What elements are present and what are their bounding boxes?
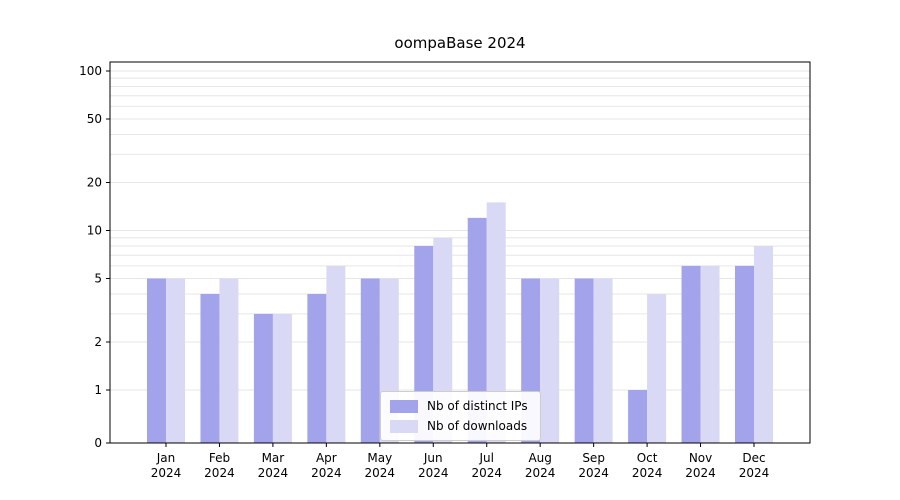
bar-series0-month4 — [360, 278, 380, 443]
legend-entry-downloads: Nb of downloads — [390, 419, 528, 433]
bar-series0-month6 — [467, 217, 487, 443]
x-tick-label-month: Mar — [262, 451, 285, 465]
x-tick-label-year: 2024 — [365, 466, 396, 480]
legend-entry-distinct-ips: Nb of distinct IPs — [390, 399, 528, 413]
bar-series1-month3 — [326, 265, 346, 443]
legend-label-distinct-ips: Nb of distinct IPs — [427, 399, 528, 413]
bar-series0-month3 — [307, 293, 327, 443]
bar-series0-month0 — [147, 278, 166, 443]
bar-series1-month6 — [486, 202, 506, 443]
x-tick-label-month: Jan — [156, 451, 176, 465]
bar-series0-month11 — [735, 265, 754, 443]
x-tick-label-month: May — [367, 451, 392, 465]
x-tick-label-year: 2024 — [471, 466, 502, 480]
y-tick-label: 2 — [94, 335, 102, 349]
legend-swatch-downloads — [390, 419, 418, 433]
x-tick-label-year: 2024 — [311, 466, 342, 480]
x-tick-label-year: 2024 — [258, 466, 289, 480]
x-tick-label-month: Nov — [689, 451, 712, 465]
bar-series1-month10 — [700, 265, 720, 443]
plot-frame — [109, 61, 811, 444]
x-tick-label-year: 2024 — [578, 466, 609, 480]
x-tick-label-month: Apr — [316, 451, 337, 465]
y-tick-label: 20 — [87, 175, 102, 189]
y-tick-label: 10 — [87, 224, 102, 238]
bar-series0-month8 — [574, 278, 594, 443]
x-tick-label-year: 2024 — [418, 466, 449, 480]
bar-series1-month0 — [166, 278, 185, 443]
y-tick-label: 1 — [94, 383, 102, 397]
y-tick-label: 0 — [94, 436, 102, 450]
bar-series0-month2 — [253, 313, 273, 443]
bar-series0-month9 — [628, 390, 648, 443]
bar-series0-month1 — [200, 293, 220, 443]
x-tick-label-year: 2024 — [632, 466, 663, 480]
legend-label-downloads: Nb of downloads — [427, 419, 528, 433]
bar-series1-month11 — [754, 245, 773, 443]
y-tick-label: 100 — [79, 64, 102, 78]
x-tick-label-year: 2024 — [685, 466, 716, 480]
chart-title: oompaBase 2024 — [394, 34, 526, 52]
x-tick-label-year: 2024 — [151, 466, 182, 480]
y-tick-label: 50 — [87, 112, 102, 126]
x-tick-label-month: Sep — [582, 451, 605, 465]
bar-series1-month2 — [272, 313, 292, 443]
x-tick-label-year: 2024 — [204, 466, 235, 480]
bar-series0-month10 — [681, 265, 701, 443]
x-tick-label-month: Jun — [423, 451, 443, 465]
y-tick-label: 5 — [94, 272, 102, 286]
x-tick-label-year: 2024 — [525, 466, 556, 480]
bar-series1-month8 — [593, 278, 613, 443]
bar-series1-month9 — [647, 293, 667, 443]
x-tick-label-month: Aug — [528, 451, 551, 465]
x-tick-label-month: Feb — [209, 451, 230, 465]
legend: Nb of distinct IPs Nb of downloads — [380, 391, 541, 441]
bar-series1-month1 — [219, 278, 239, 443]
x-tick-label-month: Jul — [478, 451, 493, 465]
x-tick-label-month: Oct — [637, 451, 658, 465]
x-tick-label-year: 2024 — [739, 466, 770, 480]
legend-swatch-distinct-ips — [390, 399, 418, 413]
bar-series1-month7 — [540, 278, 560, 443]
x-tick-label-month: Dec — [742, 451, 765, 465]
